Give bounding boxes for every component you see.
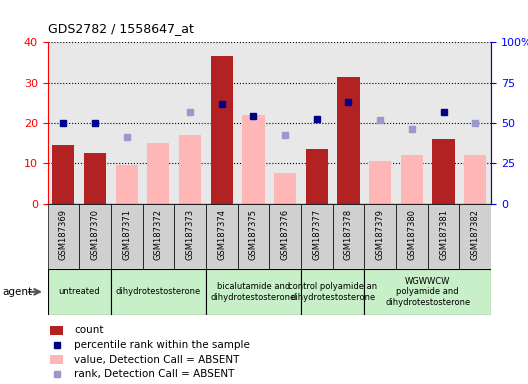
Bar — [174, 204, 206, 269]
Bar — [242, 115, 265, 204]
Bar — [364, 204, 396, 269]
Bar — [111, 204, 143, 269]
Bar — [116, 165, 138, 204]
Bar — [50, 326, 63, 335]
Bar — [337, 76, 360, 204]
Text: GSM187381: GSM187381 — [439, 209, 448, 260]
Text: GSM187377: GSM187377 — [312, 209, 322, 260]
Bar — [179, 135, 201, 204]
Bar — [211, 56, 233, 204]
Text: WGWWCW
polyamide and
dihydrotestosterone: WGWWCW polyamide and dihydrotestosterone — [385, 277, 470, 307]
Text: GSM187375: GSM187375 — [249, 209, 258, 260]
Bar — [364, 269, 491, 315]
Text: agent: agent — [3, 287, 33, 297]
Bar — [143, 204, 174, 269]
Text: control polyamide an
dihydrotestosterone: control polyamide an dihydrotestosterone — [288, 282, 377, 301]
Bar — [48, 269, 111, 315]
Bar — [301, 204, 333, 269]
Bar — [432, 139, 455, 204]
Bar — [333, 204, 364, 269]
Text: GSM187380: GSM187380 — [407, 209, 417, 260]
Bar — [369, 161, 391, 204]
Text: untreated: untreated — [59, 287, 100, 296]
Text: rank, Detection Call = ABSENT: rank, Detection Call = ABSENT — [74, 369, 234, 379]
Text: GSM187374: GSM187374 — [217, 209, 227, 260]
Bar — [459, 204, 491, 269]
Text: GSM187379: GSM187379 — [375, 209, 385, 260]
Bar — [464, 155, 486, 204]
Text: percentile rank within the sample: percentile rank within the sample — [74, 340, 250, 350]
Text: value, Detection Call = ABSENT: value, Detection Call = ABSENT — [74, 354, 239, 364]
Text: GSM187382: GSM187382 — [470, 209, 480, 260]
Bar — [147, 143, 169, 204]
Text: count: count — [74, 325, 103, 335]
Text: GSM187369: GSM187369 — [59, 209, 68, 260]
Text: GSM187373: GSM187373 — [185, 209, 195, 260]
Bar — [79, 204, 111, 269]
Bar — [48, 204, 79, 269]
Bar — [206, 269, 301, 315]
Bar — [206, 204, 238, 269]
Bar — [301, 269, 364, 315]
Bar — [111, 269, 206, 315]
Bar — [269, 204, 301, 269]
Bar — [84, 153, 106, 204]
Text: GSM187372: GSM187372 — [154, 209, 163, 260]
Text: GDS2782 / 1558647_at: GDS2782 / 1558647_at — [48, 22, 193, 35]
Bar — [274, 173, 296, 204]
Bar — [50, 355, 63, 364]
Bar — [238, 204, 269, 269]
Bar — [401, 155, 423, 204]
Text: GSM187370: GSM187370 — [90, 209, 100, 260]
Bar — [306, 149, 328, 204]
Text: GSM187376: GSM187376 — [280, 209, 290, 260]
Text: GSM187378: GSM187378 — [344, 209, 353, 260]
Bar — [52, 145, 74, 204]
Bar — [396, 204, 428, 269]
Text: bicalutamide and
dihydrotestosterone: bicalutamide and dihydrotestosterone — [211, 282, 296, 301]
Text: dihydrotestosterone: dihydrotestosterone — [116, 287, 201, 296]
Text: GSM187371: GSM187371 — [122, 209, 131, 260]
Bar — [428, 204, 459, 269]
